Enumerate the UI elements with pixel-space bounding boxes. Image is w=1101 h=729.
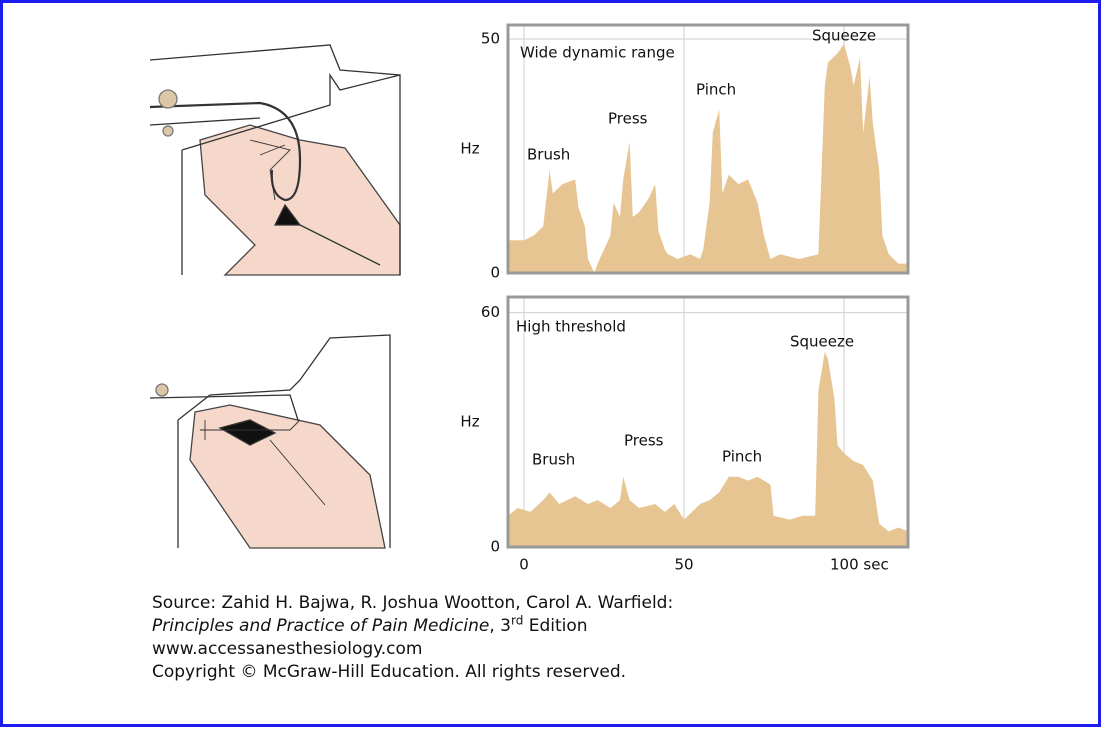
annotation: Squeeze <box>790 333 854 351</box>
chart-title: High threshold <box>516 318 626 336</box>
edition: , 3 <box>489 616 511 636</box>
caption-copyright: Copyright © McGraw-Hill Education. All r… <box>152 661 673 684</box>
annotation: Press <box>608 110 648 128</box>
caption-url: www.accessanesthesiology.com <box>152 638 673 661</box>
book-title: Principles and Practice of Pain Medicine <box>152 616 489 636</box>
caption-line: Principles and Practice of Pain Medicine… <box>152 615 673 638</box>
y-axis-label: Hz <box>460 413 479 431</box>
y-tick-label: 60 <box>481 303 500 321</box>
chart-title: Wide dynamic range <box>520 44 675 62</box>
x-tick-label: 0 <box>519 556 529 574</box>
edition-sup: rd <box>511 613 523 627</box>
page: 0 50 Wide dynamic range Hz Brush Press Pinch Sq… <box>0 0 1101 729</box>
annotation: Brush <box>532 451 575 469</box>
y-tick-label: 50 <box>481 30 500 48</box>
y-axis-label: Hz <box>460 140 479 158</box>
annotation: Brush <box>527 146 570 164</box>
annotation: Pinch <box>722 448 762 466</box>
x-tick-label: 50 <box>674 556 693 574</box>
edition: Edition <box>523 616 587 636</box>
annotation: Pinch <box>696 81 736 99</box>
x-tick-label: 100 sec <box>830 556 889 574</box>
annotation: Press <box>624 432 664 450</box>
drawing-top <box>150 45 400 275</box>
annotation: Squeeze <box>812 27 876 45</box>
caption: Source: Zahid H. Bajwa, R. Joshua Wootto… <box>152 592 673 684</box>
y-tick-label: 0 <box>490 538 500 556</box>
y-tick-label: 0 <box>490 264 500 282</box>
drawing-bottom <box>150 335 390 548</box>
caption-line: Source: Zahid H. Bajwa, R. Joshua Wootto… <box>152 592 673 615</box>
